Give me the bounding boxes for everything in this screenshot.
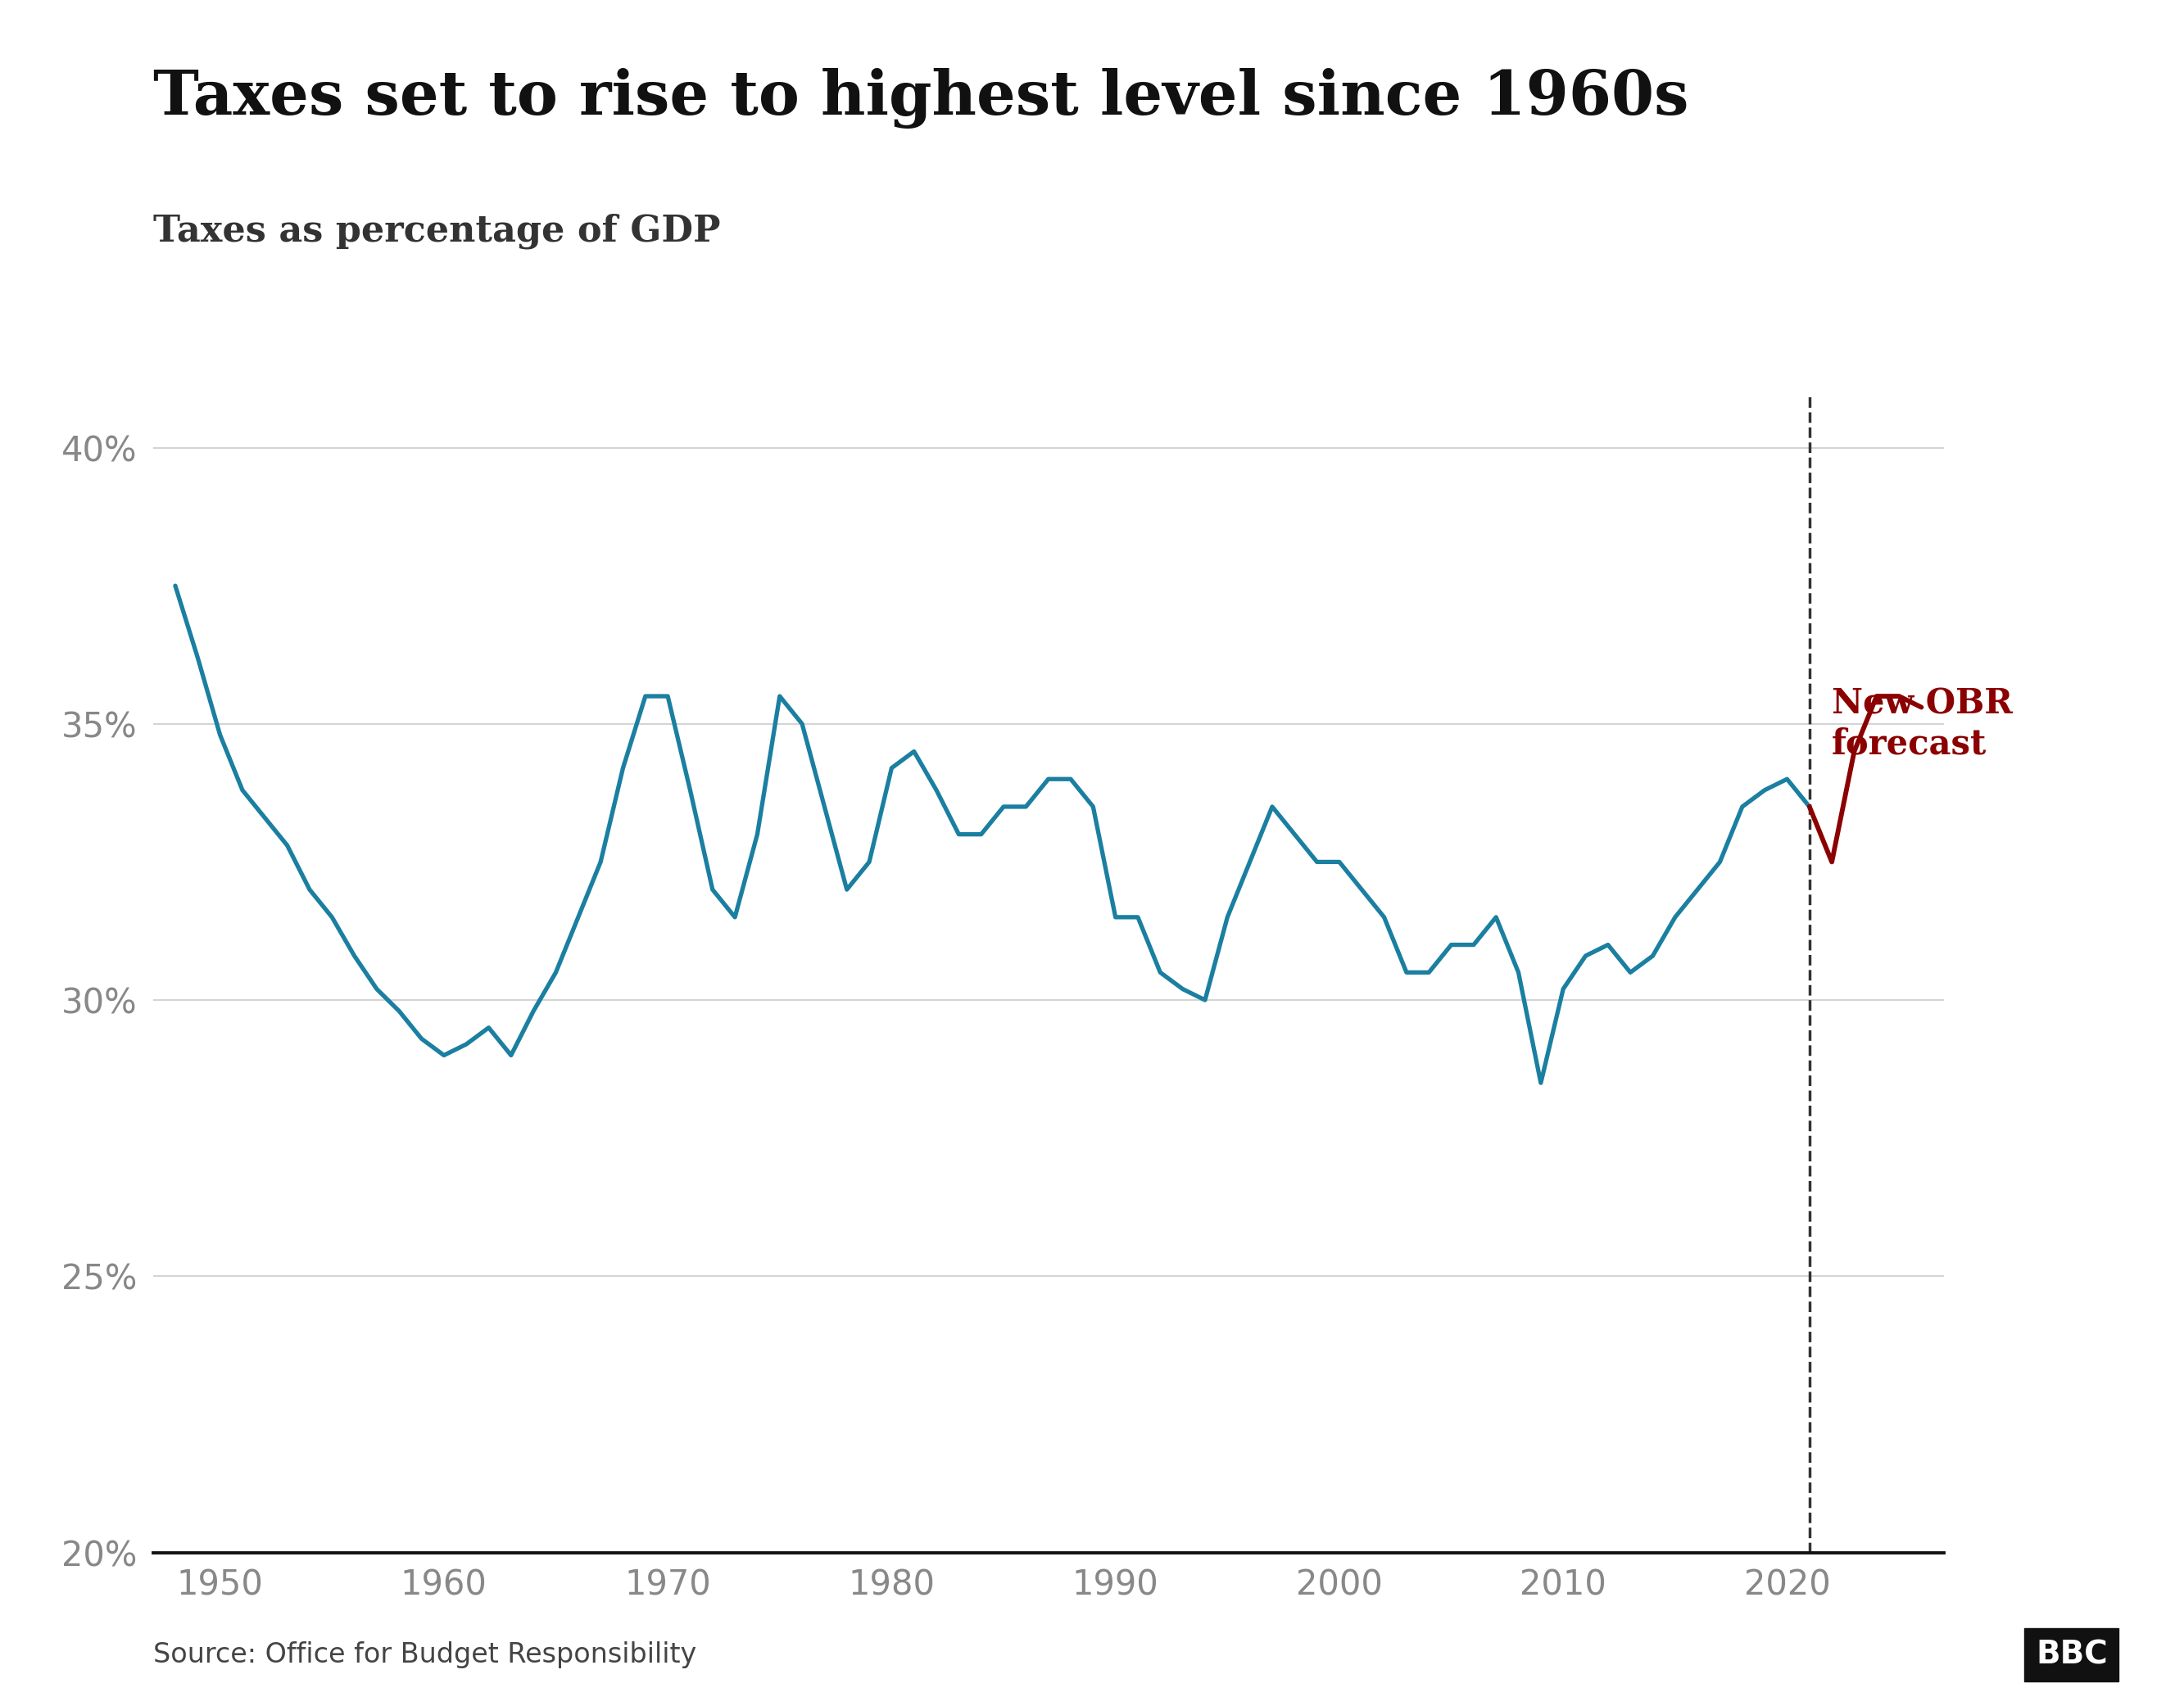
Text: Taxes set to rise to highest level since 1960s: Taxes set to rise to highest level since…	[153, 68, 1688, 130]
Text: New OBR
forecast: New OBR forecast	[1832, 688, 2014, 761]
Text: Taxes as percentage of GDP: Taxes as percentage of GDP	[153, 213, 721, 249]
Text: BBC: BBC	[2035, 1639, 2108, 1670]
Text: Source: Office for Budget Responsibility: Source: Office for Budget Responsibility	[153, 1641, 697, 1668]
